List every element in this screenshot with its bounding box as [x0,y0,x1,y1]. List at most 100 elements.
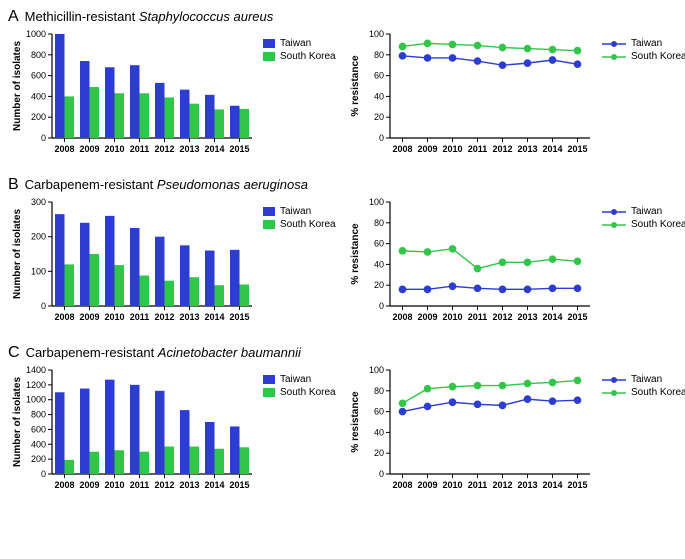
bar-legend: Taiwan South Korea [263,38,336,64]
legend-label: South Korea [631,51,685,62]
legend-label: South Korea [631,387,685,398]
svg-text:2014: 2014 [542,480,562,490]
legend-entry: Taiwan [602,206,685,217]
legend-entry: Taiwan [263,374,336,385]
legend-entry: Taiwan [263,38,336,49]
svg-text:2012: 2012 [492,144,512,154]
svg-text:200: 200 [31,232,46,242]
svg-text:2010: 2010 [104,480,124,490]
svg-text:2010: 2010 [104,312,124,322]
svg-text:2013: 2013 [517,480,537,490]
panel-title: Carbapenem-resistant Pseudomonas aerugin… [25,177,308,192]
svg-text:800: 800 [31,50,46,60]
legend-label: Taiwan [631,38,662,49]
panel-header: CCarbapenem-resistant Acinetobacter baum… [8,344,677,362]
bar-chart: 0200400600800100012001400Number of isola… [8,364,338,504]
svg-text:100: 100 [31,266,46,276]
svg-text:2010: 2010 [104,144,124,154]
panel-b: B Carbapenem-resistant Pseudomonas aerugi… [8,176,677,336]
svg-text:20: 20 [374,112,384,122]
legend-label: Taiwan [280,38,311,49]
legend-entry: South Korea [263,51,336,62]
svg-text:20: 20 [374,280,384,290]
svg-text:2013: 2013 [517,312,537,322]
svg-text:100: 100 [369,365,384,375]
panel-letter: A [8,8,19,26]
svg-text:0: 0 [41,469,46,479]
svg-text:2015: 2015 [229,144,249,154]
svg-text:Number of isolates: Number of isolates [12,377,23,467]
legend-swatch [263,207,275,216]
panel-letter: B [8,176,19,194]
line-chart: 020406080100% resistance2008200920102011… [346,28,676,168]
svg-text:% resistance: % resistance [350,55,361,117]
svg-text:% resistance: % resistance [350,223,361,285]
legend-label: Taiwan [280,374,311,385]
panel-row: 02004006008001000Number of isolates20082… [8,28,677,168]
legend-line-swatch [602,39,626,49]
panel-title: Methicillin-resistant Staphylococcus aur… [25,9,274,24]
svg-text:2012: 2012 [154,480,174,490]
bar-legend: TaiwanSouth Korea [263,374,336,400]
svg-text:2008: 2008 [54,480,74,490]
svg-text:2009: 2009 [79,480,99,490]
svg-text:2013: 2013 [517,144,537,154]
svg-text:1200: 1200 [26,380,46,390]
svg-text:80: 80 [374,386,384,396]
svg-text:600: 600 [31,424,46,434]
svg-text:2015: 2015 [229,312,249,322]
legend-swatch [263,375,275,384]
legend-line-swatch [602,375,626,385]
figure-root: A Methicillin-resistant Staphylococcus au… [8,8,677,504]
svg-text:40: 40 [374,259,384,269]
line-legend: Taiwan South Korea [602,38,685,64]
svg-text:0: 0 [379,301,384,311]
svg-text:2012: 2012 [154,312,174,322]
svg-text:2009: 2009 [417,312,437,322]
svg-text:2011: 2011 [130,144,150,154]
svg-text:40: 40 [374,91,384,101]
line-chart: 020406080100% resistance2008200920102011… [346,196,676,336]
svg-text:2010: 2010 [442,144,462,154]
legend-entry: South Korea [263,219,336,230]
svg-text:Number of isolates: Number of isolates [12,209,23,299]
svg-text:2015: 2015 [567,480,587,490]
svg-text:2008: 2008 [392,480,412,490]
legend-entry: South Korea [602,387,685,398]
svg-text:% resistance: % resistance [350,391,361,453]
svg-text:100: 100 [369,197,384,207]
panel-header: B Carbapenem-resistant Pseudomonas aerugi… [8,176,677,194]
line-legend: Taiwan South Korea [602,374,685,400]
svg-text:400: 400 [31,91,46,101]
svg-text:2009: 2009 [417,144,437,154]
svg-text:2012: 2012 [154,144,174,154]
legend-label: Taiwan [631,374,662,385]
svg-text:2014: 2014 [542,144,562,154]
svg-text:2013: 2013 [179,480,199,490]
svg-text:100: 100 [369,29,384,39]
svg-text:2008: 2008 [54,312,74,322]
panel-c: CCarbapenem-resistant Acinetobacter baum… [8,344,677,504]
svg-text:2011: 2011 [468,312,488,322]
svg-text:600: 600 [31,71,46,81]
svg-text:2012: 2012 [492,312,512,322]
svg-text:2014: 2014 [204,480,224,490]
svg-text:2010: 2010 [442,312,462,322]
svg-text:2008: 2008 [392,144,412,154]
line-chart: 020406080100% resistance2008200920102011… [346,364,676,504]
svg-text:2013: 2013 [179,312,199,322]
legend-label: Taiwan [280,206,311,217]
svg-text:0: 0 [379,133,384,143]
panel-title: Carbapenem-resistant Acinetobacter bauma… [26,345,301,360]
svg-text:1400: 1400 [26,365,46,375]
svg-text:1000: 1000 [26,395,46,405]
svg-text:60: 60 [374,71,384,81]
panel-header: A Methicillin-resistant Staphylococcus au… [8,8,677,26]
legend-line-swatch [602,52,626,62]
legend-entry: Taiwan [602,38,685,49]
svg-text:2008: 2008 [392,312,412,322]
legend-swatch [263,388,275,397]
line-legend: TaiwanSouth Korea [602,206,685,232]
legend-line-swatch [602,207,626,217]
svg-text:2014: 2014 [204,144,224,154]
